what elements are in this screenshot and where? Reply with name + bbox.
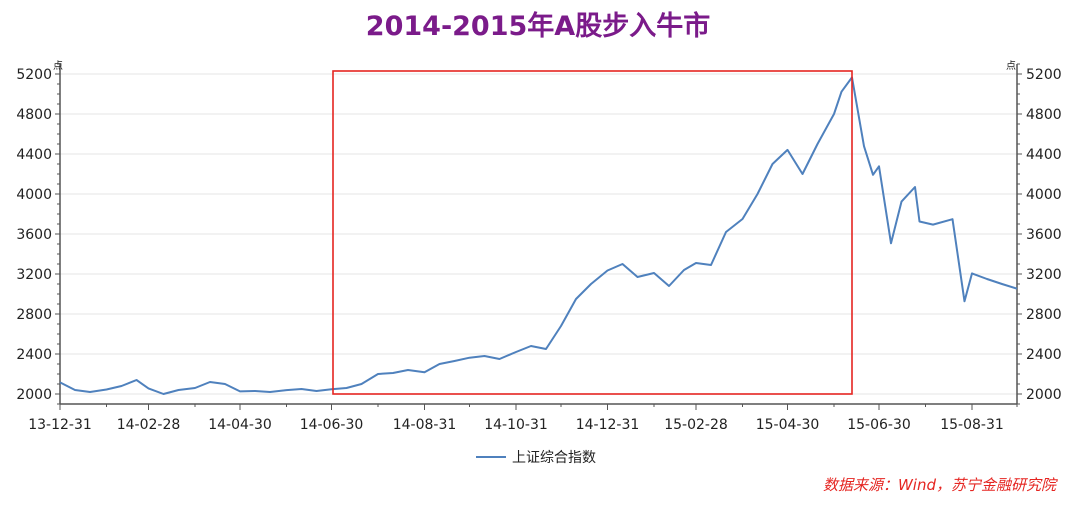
- y-tick-label-right: 5200: [1026, 67, 1062, 83]
- y-tick-label-left: 2400: [16, 347, 52, 363]
- y-tick-label-left: 5200: [16, 67, 52, 83]
- x-tick-label: 14-12-31: [576, 417, 640, 433]
- x-tick-label: 15-08-31: [940, 417, 1004, 433]
- y-tick-label-right: 4000: [1026, 187, 1062, 203]
- y-tick-label-right: 2800: [1026, 307, 1062, 323]
- y-tick-label-left: 4000: [16, 187, 52, 203]
- y-tick-label-right: 4800: [1026, 107, 1062, 123]
- y-tick-label-left: 2800: [16, 307, 52, 323]
- y-tick-label-right: 4400: [1026, 147, 1062, 163]
- series-line-shanghai-composite: [59, 76, 1018, 395]
- y-tick-label-right: 2400: [1026, 347, 1062, 363]
- x-tick-label: 14-06-30: [300, 417, 364, 433]
- y-tick-label-right: 2000: [1026, 387, 1062, 403]
- x-tick-label: 14-08-31: [393, 417, 457, 433]
- y-tick-label-left: 4800: [16, 107, 52, 123]
- highlight-box: [332, 70, 853, 395]
- y-tick-label-left: 3600: [16, 227, 52, 243]
- x-tick-label: 13-12-31: [28, 417, 92, 433]
- legend-label: 上证综合指数: [512, 450, 596, 466]
- chart-title: 2014-2015年A股步入牛市: [365, 11, 711, 42]
- source-note: 数据来源：Wind，苏宁金融研究院: [822, 476, 1056, 494]
- y-tick-label-left: 4400: [16, 147, 52, 163]
- y-tick-label-right: 3600: [1026, 227, 1062, 243]
- y-tick-label-left: 3200: [16, 267, 52, 283]
- x-tick-label: 14-10-31: [484, 417, 548, 433]
- x-tick-label: 14-02-28: [117, 417, 181, 433]
- y-unit-label-left: 点: [53, 60, 63, 72]
- x-tick-label: 14-04-30: [208, 417, 272, 433]
- x-tick-label: 15-02-28: [664, 417, 728, 433]
- x-tick-label: 15-06-30: [847, 417, 911, 433]
- x-tick-label: 15-04-30: [756, 417, 820, 433]
- y-tick-label-left: 2000: [16, 387, 52, 403]
- y-tick-label-right: 3200: [1026, 267, 1062, 283]
- y-unit-label-right: 点: [1006, 60, 1016, 72]
